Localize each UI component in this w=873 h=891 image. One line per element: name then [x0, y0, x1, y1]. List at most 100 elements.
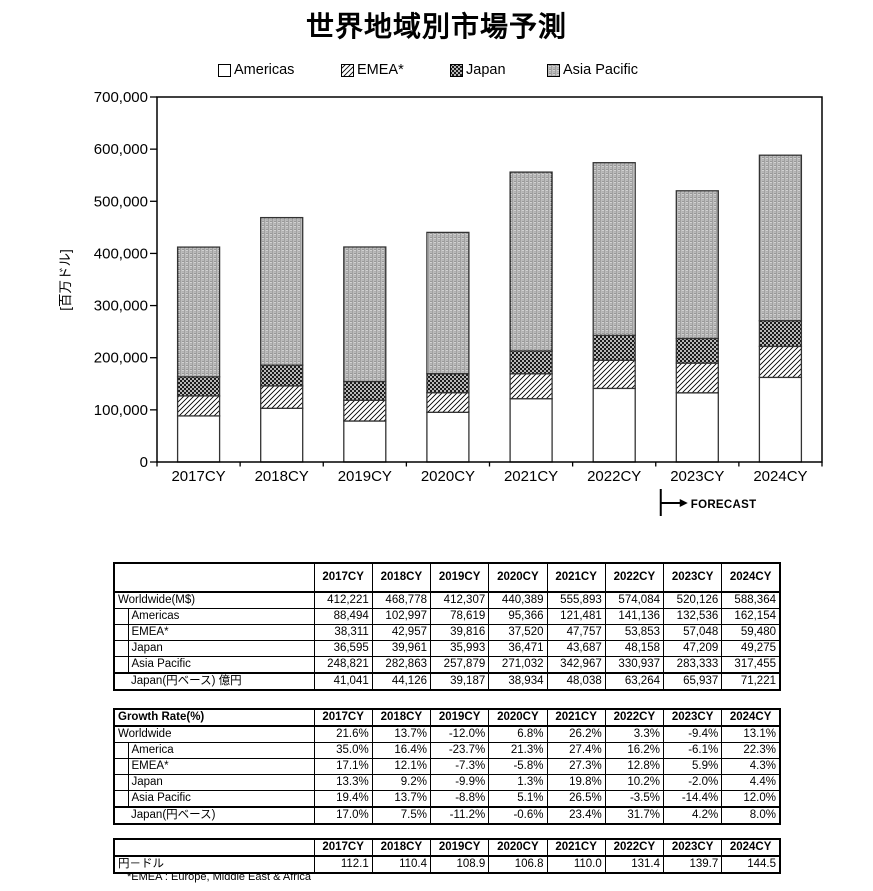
bar-segment	[260, 216, 304, 366]
y-tick-label: 600,000	[94, 141, 148, 158]
legend-marker-japan-icon	[450, 63, 463, 77]
y-tick-label: 200,000	[94, 350, 148, 367]
cell-value: 43,687	[546, 640, 606, 657]
bar-segment	[758, 320, 803, 348]
cell-value: 27.3%	[546, 758, 606, 775]
x-tick-label: 2021CY	[504, 468, 558, 485]
cell-value: 4.3%	[721, 758, 781, 775]
bar-segment	[176, 376, 221, 397]
row-label: Asia Pacific	[127, 656, 315, 674]
cell-value: 26.5%	[546, 790, 606, 808]
cell-value: 162,154	[721, 608, 781, 625]
cell-value: 16.4%	[371, 742, 432, 759]
cell-value: 16.2%	[604, 742, 665, 759]
legend-label-americas: Americas	[234, 62, 295, 78]
cell-value: 574,084	[604, 591, 665, 609]
cell-value: 5.1%	[488, 790, 548, 808]
x-tick-label: 2020CY	[421, 468, 475, 485]
cell-value: 42,957	[371, 624, 432, 641]
cell-value: 48,038	[546, 672, 606, 691]
bar-segment	[260, 407, 304, 463]
legend-item-americas: Americas	[218, 62, 294, 78]
indent-cell	[113, 758, 129, 775]
cell-value: 248,821	[313, 656, 373, 674]
cell-value: 47,757	[546, 624, 606, 641]
legend-marker-americas-icon	[218, 63, 231, 77]
cell-value: 8.0%	[721, 806, 781, 825]
data-table: 2017CY 2018CY 2019CY 2020CY 2021CY 2022CY 2023…	[113, 838, 781, 874]
cell-value: -8.8%	[429, 790, 490, 808]
cell-value: 26.2%	[546, 725, 606, 743]
year-header: 2017CY	[313, 708, 373, 727]
bar-segment	[509, 373, 553, 400]
plot-border	[156, 96, 823, 463]
cell-value: 17.0%	[313, 806, 373, 825]
cell-value: 412,307	[429, 591, 490, 609]
table-row: Asia Pacific 248,821 282,863 257,879 271,032…	[113, 656, 781, 674]
bar-segment	[343, 399, 387, 422]
cell-value: 110.0	[546, 855, 606, 874]
year-header: 2019CY	[429, 838, 490, 857]
market-forecast-chart: 0 100,000 200,000 300,000 400,000 500,000 600,…	[0, 89, 873, 535]
bar-segment	[343, 420, 387, 463]
x-tick-label: 2017CY	[171, 468, 225, 485]
cell-value: 39,816	[429, 624, 490, 641]
table-row: EMEA* 17.1% 12.1% -7.3% -5.8% 27.3% 12.8% 5.9% 4…	[113, 758, 781, 775]
year-header: 2018CY	[371, 838, 432, 857]
table-row: Asia Pacific 19.4% 13.7% -8.8% 5.1% 26.5% -3.5…	[113, 790, 781, 808]
row-label: America	[127, 742, 315, 759]
bar-segment	[675, 392, 719, 463]
bar-segment	[675, 337, 719, 364]
row-label: Japan	[127, 640, 315, 657]
cell-value: 41,041	[313, 672, 373, 691]
y-tick-label: 0	[140, 454, 148, 471]
row-label: EMEA*	[127, 624, 315, 641]
indent-cell	[113, 640, 129, 657]
cell-value: 468,778	[371, 591, 432, 609]
bar-segment	[592, 162, 636, 336]
y-tick-label: 700,000	[94, 90, 148, 106]
cell-value: 342,967	[546, 656, 606, 674]
bar-segment	[509, 350, 553, 375]
bar-segment	[509, 398, 553, 463]
bar-segment	[592, 359, 636, 390]
cell-value: -9.9%	[429, 774, 490, 791]
cell-value: 19.8%	[546, 774, 606, 791]
cell-value: 44,126	[371, 672, 432, 691]
year-header: 2021CY	[546, 708, 606, 727]
cell-value: 412,221	[313, 591, 373, 609]
cell-value: 37,520	[488, 624, 548, 641]
cell-value: 48,158	[604, 640, 665, 657]
table-title-cell: Growth Rate(%)	[113, 708, 315, 727]
cell-value: 88,494	[313, 608, 373, 625]
year-header: 2019CY	[429, 708, 490, 727]
pattern-swatch	[218, 63, 231, 77]
year-header: 2022CY	[604, 562, 665, 593]
year-header: 2018CY	[371, 562, 432, 593]
cell-value: 36,471	[488, 640, 548, 657]
row-label: Asia Pacific	[127, 790, 315, 808]
forecast-label: FORECAST	[691, 499, 757, 511]
cell-value: 17.1%	[313, 758, 373, 775]
cell-value: 78,619	[429, 608, 490, 625]
cell-value: 139.7	[662, 855, 723, 874]
year-header: 2022CY	[604, 708, 665, 727]
y-tick-label: 400,000	[94, 245, 148, 262]
cell-value: 39,961	[371, 640, 432, 657]
table-row: Japan 36,595 39,961 35,993 36,471 43,687 48,15…	[113, 640, 781, 657]
cell-value: -3.5%	[604, 790, 665, 808]
indent-cell	[113, 790, 129, 808]
pattern-swatch	[547, 63, 560, 77]
cell-value: 38,311	[313, 624, 373, 641]
cell-value: 59,480	[721, 624, 781, 641]
bar-segment	[426, 231, 470, 375]
cell-value: 271,032	[488, 656, 548, 674]
cell-value: 19.4%	[313, 790, 373, 808]
indent-cell	[113, 774, 129, 791]
year-header: 2017CY	[313, 562, 373, 593]
growth-rate-table: Growth Rate(%) 2017CY 2018CY 2019CY 2020CY 20…	[113, 708, 781, 825]
cell-value: 71,221	[721, 672, 781, 691]
cell-value: 47,209	[662, 640, 723, 657]
cell-value: 39,187	[429, 672, 490, 691]
table-header-row: Growth Rate(%) 2017CY 2018CY 2019CY 2020CY 20…	[113, 708, 781, 727]
